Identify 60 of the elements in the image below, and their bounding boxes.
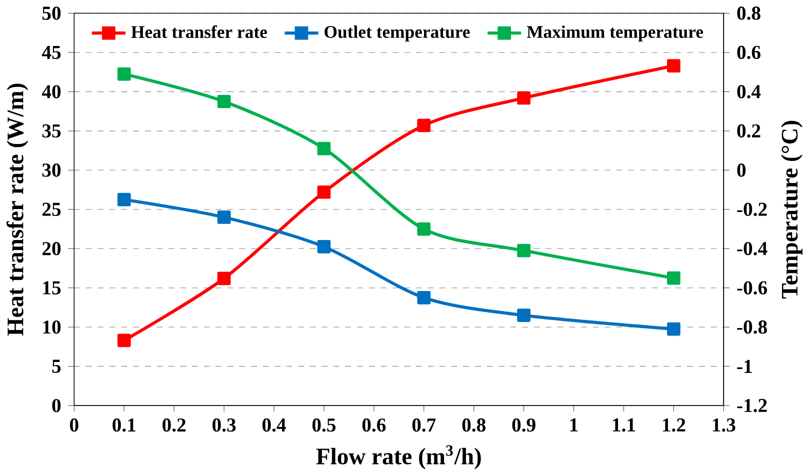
x-tick-label: 0 bbox=[70, 418, 78, 432]
point bbox=[317, 240, 331, 254]
point bbox=[217, 272, 231, 286]
point bbox=[517, 244, 530, 258]
y2-tick-label: 0.8 bbox=[737, 6, 760, 20]
x-tick-label: 1.3 bbox=[712, 418, 736, 432]
y2-tick-label: -0.2 bbox=[737, 202, 767, 216]
point bbox=[417, 222, 431, 236]
y2-tick-label: 0.2 bbox=[737, 124, 760, 138]
point bbox=[117, 334, 131, 348]
x-tick-label: 0.9 bbox=[512, 418, 536, 432]
point bbox=[667, 59, 680, 73]
y2-tick-label: 0.6 bbox=[737, 46, 760, 60]
x-tick-label: 1.1 bbox=[613, 418, 635, 432]
y-tick-label: 20 bbox=[42, 242, 61, 256]
point bbox=[217, 210, 231, 224]
y-tick-label: 30 bbox=[42, 164, 61, 177]
y-tick-label: 35 bbox=[42, 124, 61, 138]
x-tick-label: 1.2 bbox=[662, 418, 686, 432]
point bbox=[117, 193, 131, 206]
point bbox=[417, 118, 431, 132]
y2-tick-label: -1 bbox=[737, 360, 752, 373]
x-tick-label: 0.1 bbox=[112, 418, 136, 432]
point bbox=[417, 291, 431, 304]
point bbox=[667, 322, 680, 336]
point bbox=[317, 186, 331, 199]
y-tick-label: 0 bbox=[52, 399, 61, 412]
y-tick-label: 15 bbox=[43, 281, 61, 295]
y2-tick-label: -0.6 bbox=[737, 281, 767, 295]
x-tick-label: 0.7 bbox=[412, 418, 436, 432]
y-tick-label: 5 bbox=[52, 360, 61, 373]
legend-label: Outlet temperature bbox=[324, 26, 470, 42]
x-tick-label: 1 bbox=[570, 418, 578, 432]
point bbox=[217, 94, 231, 108]
point bbox=[667, 271, 680, 285]
point bbox=[317, 142, 331, 156]
x-tick-label: 0.5 bbox=[312, 418, 336, 432]
y-tick-label: 25 bbox=[42, 202, 61, 216]
legend-label: Heat transfer rate bbox=[131, 26, 267, 38]
legend-label: Maximum temperature bbox=[526, 26, 704, 42]
point bbox=[517, 308, 530, 322]
x-tick-label: 0.4 bbox=[262, 418, 286, 432]
x-tick-label: 0.3 bbox=[212, 418, 236, 432]
x-axis-title: Flow rate (m$^{3}$/h) bbox=[316, 445, 481, 470]
x-tick-label: 0.2 bbox=[162, 418, 186, 432]
y2-tick-label: 0.4 bbox=[737, 85, 761, 98]
point bbox=[517, 91, 530, 105]
y2-tick-label: 0 bbox=[737, 164, 746, 177]
y2-tick-label: -0.8 bbox=[737, 320, 767, 334]
y-tick-label: 50 bbox=[42, 6, 61, 20]
y-tick-label: 40 bbox=[42, 85, 61, 98]
x-tick-label: 0.8 bbox=[462, 418, 486, 432]
y-tick-label: 10 bbox=[43, 320, 61, 334]
point bbox=[117, 67, 131, 81]
y2-axis-title: Temperature (°C) bbox=[781, 121, 802, 299]
y-tick-label: 45 bbox=[42, 46, 61, 60]
y2-tick-label: -1.2 bbox=[737, 399, 767, 412]
x-tick-label: 0.6 bbox=[362, 418, 386, 432]
y2-tick-label: -0.4 bbox=[737, 242, 768, 256]
y-axis-title: Heat transfer rate (W/m) bbox=[6, 84, 28, 336]
